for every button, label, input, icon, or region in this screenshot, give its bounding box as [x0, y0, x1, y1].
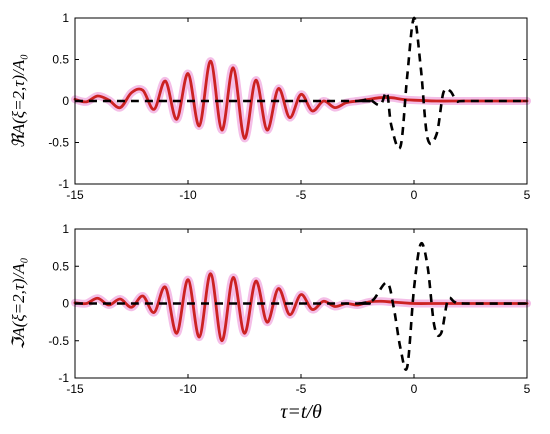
panel-1-y-tick-label: 0	[62, 94, 69, 108]
panel-2-x-tick-label: -10	[179, 382, 197, 396]
panel-2-y-tick-label: -0.5	[48, 334, 69, 348]
panel-2-x-tick-label: -5	[296, 382, 307, 396]
panel-1-y-axis-label: ℜA(ξ=2,τ)/A₀	[9, 54, 28, 148]
panel-2-y-axis-label: ℑA(ξ=2,τ)/A₀	[9, 257, 28, 349]
panel-1-y-tick-label: -1	[58, 177, 69, 191]
panel-1-x-tick-label: -10	[179, 188, 197, 202]
panel-2-y-tick-label: -1	[58, 371, 69, 385]
panel-2-x-tick-label: -15	[66, 382, 84, 396]
panel-1-y-tick-label: 0.5	[52, 53, 69, 67]
panel-1-x-tick-label: 0	[411, 188, 418, 202]
panel-2-series-1-halo	[71, 269, 531, 345]
panel-1-x-tick-label: -15	[66, 188, 84, 202]
panel-1-series-2-dashed-line	[74, 16, 527, 150]
panel-2-x-tick-label: 0	[411, 382, 418, 396]
panel-2-y-tick-label: 1	[62, 222, 69, 236]
panel-2-x-axis-label: τ=t/θ	[280, 401, 322, 423]
panel-2-x-tick-label: 5	[524, 382, 531, 396]
panel-1-series-1-line	[73, 59, 529, 140]
panel-1-y-tick-label: 1	[62, 11, 69, 25]
panel-1-x-tick-label: 5	[524, 188, 531, 202]
panel-2-y-tick-label: 0	[62, 297, 69, 311]
panel-2-series-1-line	[73, 272, 529, 343]
panel-2-series-2-dashed-line	[74, 241, 528, 371]
panel-1-y-tick-label: -0.5	[48, 136, 69, 150]
panel-2-y-tick-label: 0.5	[52, 259, 69, 273]
panel-1-x-tick-label: -5	[296, 188, 307, 202]
